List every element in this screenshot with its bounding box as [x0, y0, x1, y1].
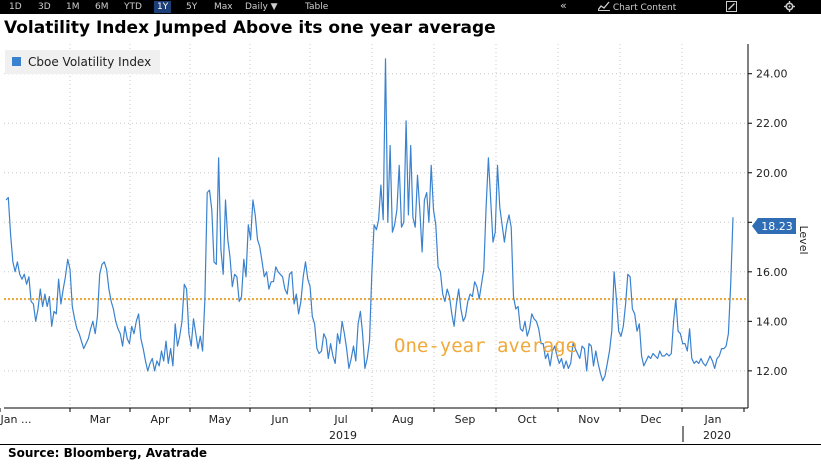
average-annotation: One-year average	[394, 335, 577, 357]
legend: Cboe Volatility Index	[5, 50, 160, 74]
y-tick-label: 14.00	[756, 315, 788, 328]
x-tick-label: Sep	[455, 413, 476, 426]
x-tick-label: Jan	[704, 413, 722, 426]
frequency-label: Daily	[245, 2, 268, 12]
collapse-icon[interactable]: «	[560, 0, 567, 12]
x-tick-label: Jul	[333, 413, 347, 426]
source-note: Source: Bloomberg, Avatrade	[8, 446, 208, 460]
chart-content-button[interactable]: Chart Content	[597, 1, 677, 14]
range-1m-button[interactable]: 1M	[66, 2, 80, 12]
x-tick-label: Aug	[392, 413, 413, 426]
chevron-down-icon: ▼	[270, 2, 278, 12]
chart-title: Volatility Index Jumped Above its one ye…	[4, 18, 496, 38]
y-tick-label: 12.00	[756, 365, 788, 378]
chart-toolbar: 1D 3D 1M 6M YTD 1Y 5Y Max Daily ▼ Table …	[0, 0, 821, 14]
frequency-dropdown[interactable]: Daily ▼	[245, 1, 278, 13]
range-6m-button[interactable]: 6M	[95, 2, 109, 12]
edit-button[interactable]	[726, 1, 737, 15]
settings-icon	[784, 1, 795, 12]
range-5y-button[interactable]: 5Y	[186, 2, 198, 12]
chart-content-label: Chart Content	[612, 3, 677, 13]
x-tick-label: Dec	[640, 413, 661, 426]
x-tick-label: Mar	[90, 413, 111, 426]
y-tick-label: 24.00	[756, 68, 788, 81]
x-tick-label: Jan ...	[0, 413, 31, 426]
legend-box	[5, 50, 160, 74]
series-group	[5, 58, 734, 382]
x-tick-label: Oct	[517, 413, 537, 426]
settings-button[interactable]	[784, 1, 795, 15]
x-tick-label: Jun	[270, 413, 288, 426]
x-tick-label: Apr	[150, 413, 170, 426]
last-value-badge-shape	[752, 218, 796, 234]
last-value-badge: 18.23	[752, 218, 796, 234]
y-tick-label: 20.00	[756, 167, 788, 180]
x-year-label: 2020	[703, 429, 731, 442]
chart-content-icon	[597, 1, 610, 11]
edit-icon	[726, 1, 737, 12]
table-button[interactable]: Table	[305, 2, 329, 12]
footer-divider	[0, 444, 821, 445]
range-1d-button[interactable]: 1D	[9, 2, 22, 12]
x-year-label: 2019	[329, 429, 357, 442]
legend-label: Cboe Volatility Index	[28, 55, 151, 69]
x-tick-label: Nov	[578, 413, 600, 426]
x-tick-label: May	[209, 413, 232, 426]
range-max-button[interactable]: Max	[214, 2, 233, 12]
y-tick-label: 22.00	[756, 117, 788, 130]
legend-swatch	[12, 57, 21, 66]
grid	[4, 44, 748, 408]
range-ytd-button[interactable]: YTD	[124, 2, 142, 12]
range-3d-button[interactable]: 3D	[38, 2, 51, 12]
y-axis-label: Level	[797, 225, 810, 254]
series-line-cboe-volatility-index	[5, 58, 734, 382]
last-value-label: 18.23	[761, 220, 793, 233]
y-tick-label: 16.00	[756, 266, 788, 279]
range-1y-button[interactable]: 1Y	[154, 1, 172, 13]
